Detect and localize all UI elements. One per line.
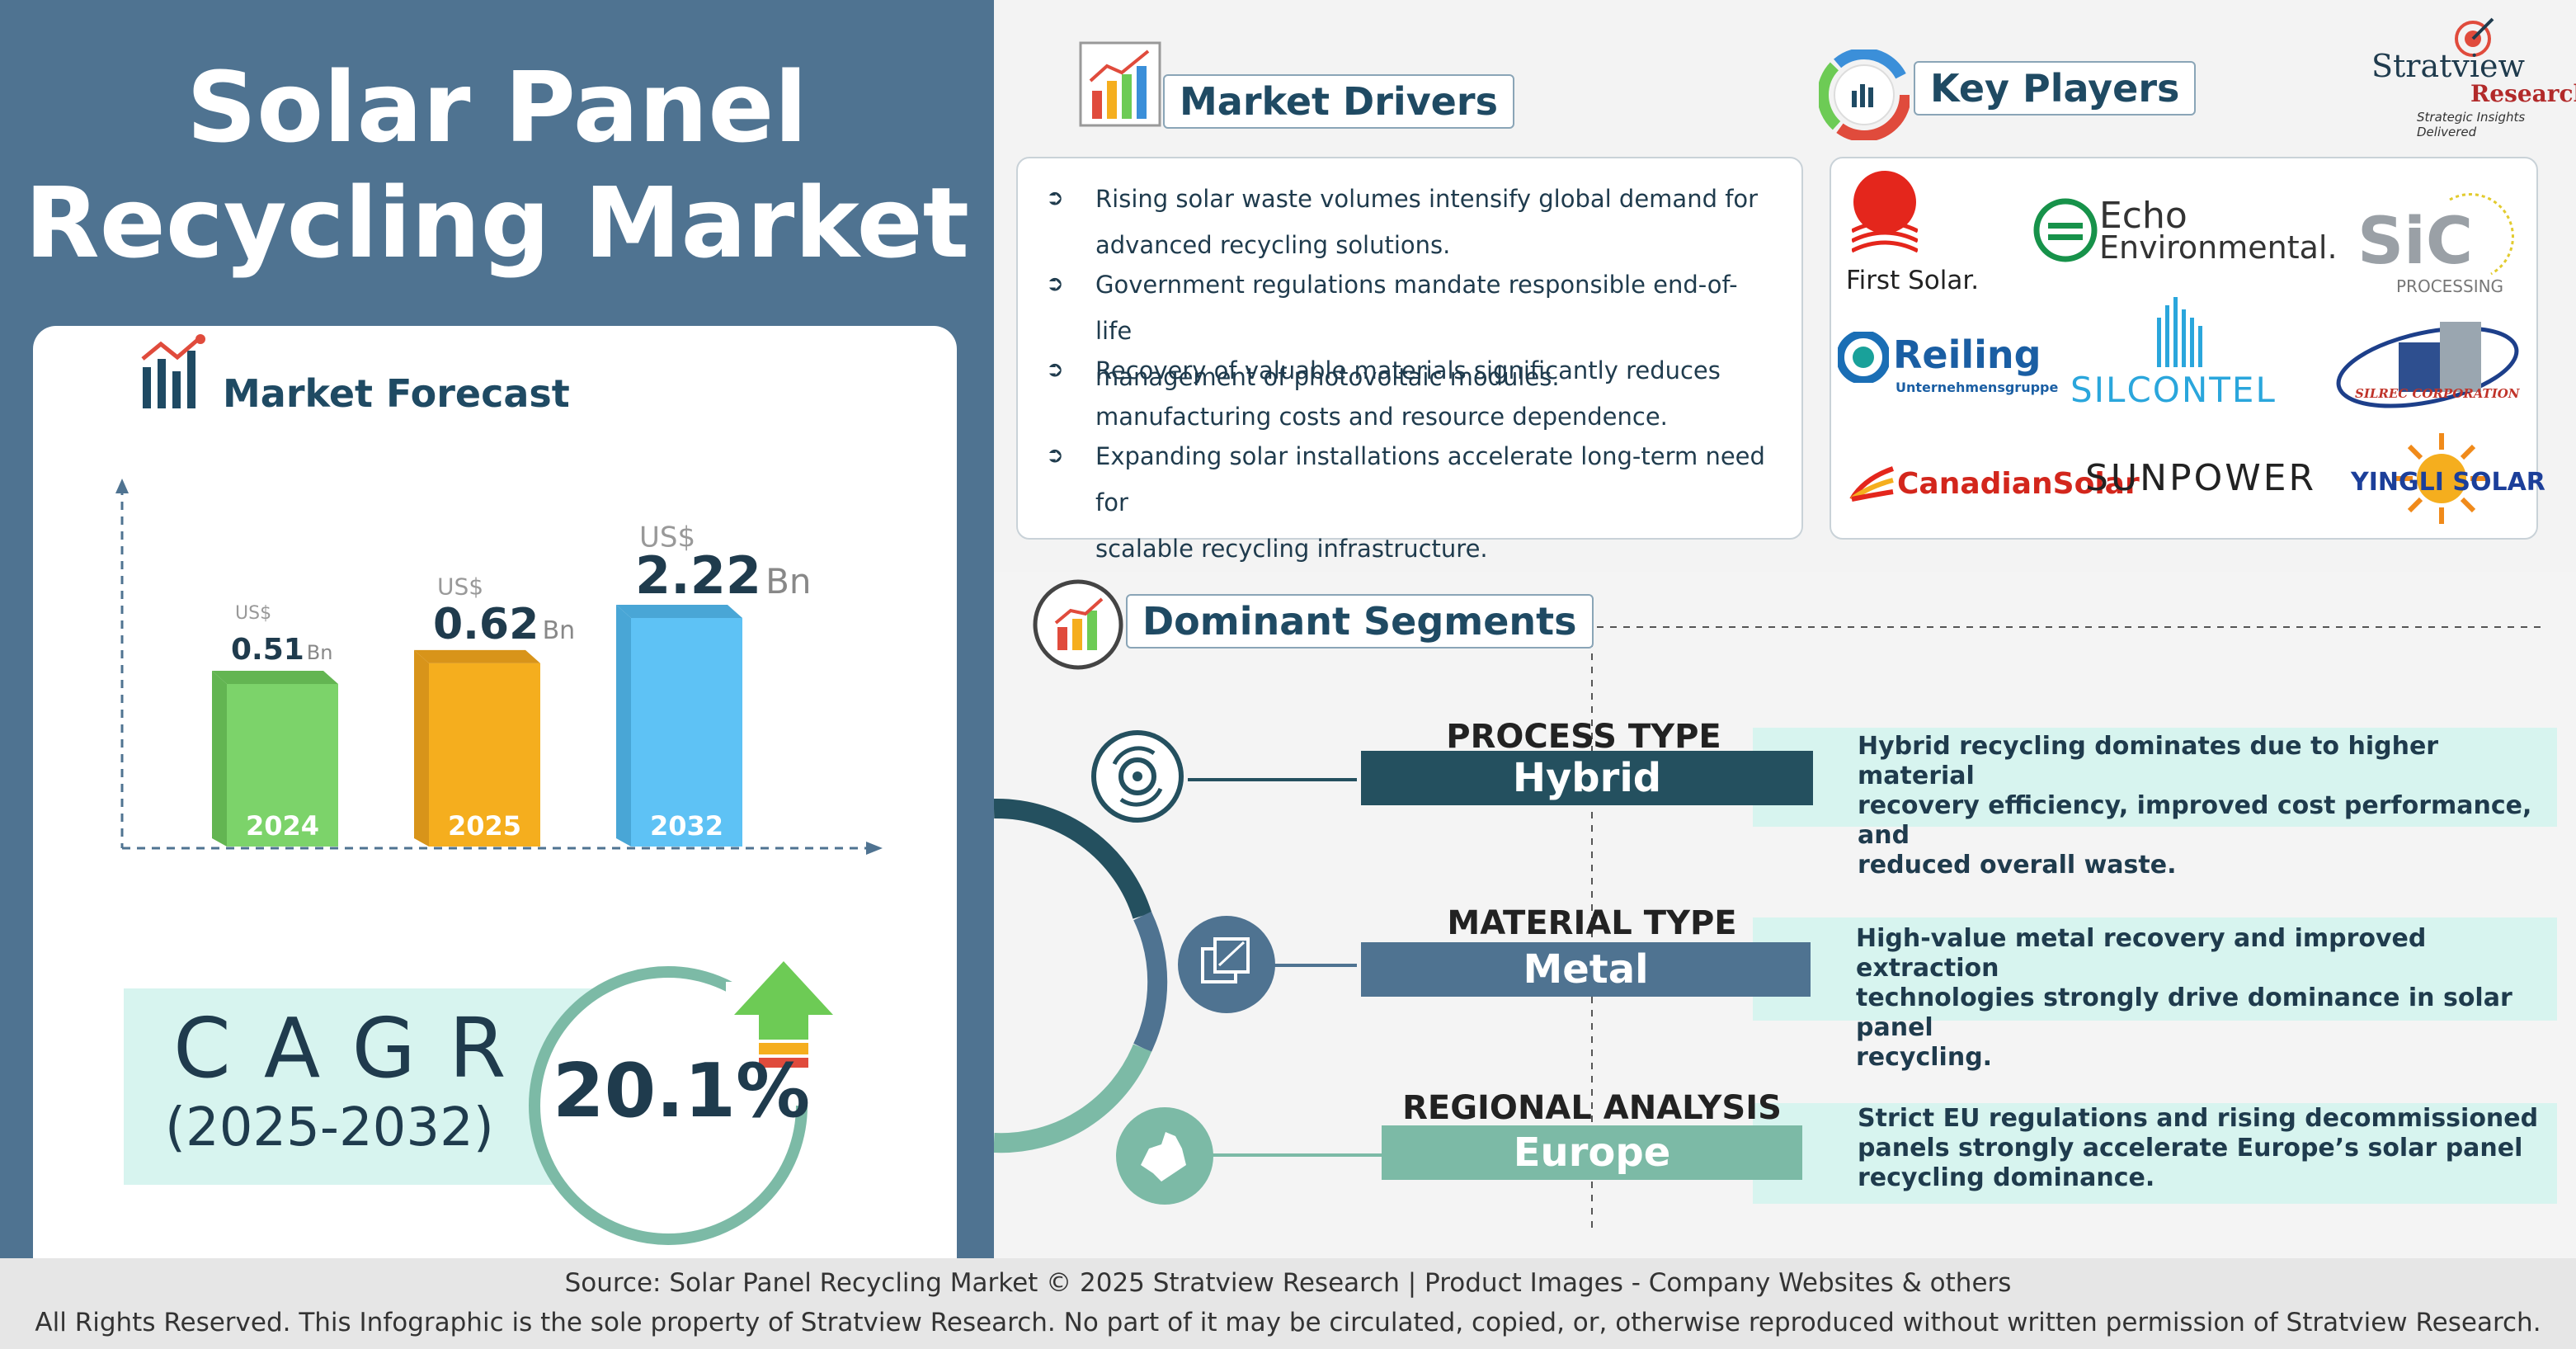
- bar-unit-label: Bn: [543, 616, 576, 645]
- segments-icon: [1033, 579, 1123, 670]
- cagr-label: CAGR: [173, 1000, 539, 1097]
- cagr-period: (2025-2032): [165, 1097, 494, 1158]
- europe-map-icon: [1116, 1107, 1213, 1205]
- cagr-ring: [529, 966, 833, 1245]
- brand-sub: Research: [2470, 80, 2576, 107]
- cagr-value: 20.1%: [553, 1048, 811, 1134]
- canadian-solar-logo: CanadianSolar: [1897, 467, 2140, 501]
- silrec-logo-icon: [2336, 322, 2519, 408]
- brand-logo-icon: [2455, 17, 2494, 57]
- driver-item: Rising solar waste volumes intensify glo…: [1095, 185, 1759, 259]
- title-line-2: Recycling Market: [24, 166, 970, 280]
- segment-category-3: REGIONAL ANALYSIS: [1402, 1089, 1782, 1127]
- footer-source: Source: Solar Panel Recycling Market © 2…: [564, 1268, 2012, 1298]
- silcontel-logo: SILCONTEL: [2070, 370, 2277, 410]
- metal-stack-icon: [1178, 916, 1275, 1013]
- recycle-gear-icon: [1091, 730, 1184, 823]
- segments-graphics: [994, 626, 2545, 1233]
- drivers-card: [1016, 157, 1803, 540]
- segment-desc-3: Strict EU regulations and rising decommi…: [1858, 1104, 2539, 1192]
- sic-swirl-icon: [2449, 193, 2514, 276]
- sunpower-logo: SUNPOWER: [2085, 457, 2317, 499]
- brand-name: Stratview: [2371, 48, 2526, 84]
- drivers-chart-icon: [1079, 41, 1161, 127]
- driver-item: Government regulations mandate responsib…: [1095, 271, 1738, 391]
- bullet-icon: ➲: [1046, 271, 1064, 296]
- driver-item: Expanding solar installations accelerate…: [1095, 442, 1765, 563]
- bar-year-label: 2025: [448, 810, 521, 842]
- y-axis-arrow: [115, 479, 129, 493]
- up-arrow-icon: [734, 961, 833, 1068]
- bullet-icon: ➲: [1046, 357, 1064, 382]
- reiling-logo: Reiling: [1893, 333, 2041, 377]
- segment-value-1: Hybrid: [1361, 751, 1813, 805]
- reiling-logo-icon: [1838, 332, 1889, 383]
- x-axis-arrow: [866, 842, 883, 855]
- brand-tagline: Strategic Insights Delivered: [2417, 110, 2526, 139]
- bar-unit-label: Bn: [765, 561, 811, 601]
- segment-desc-2: High-value metal recovery and improved e…: [1856, 924, 2512, 1072]
- echo-logo-line1: Echo: [2099, 195, 2187, 237]
- bar-currency-label: US$: [437, 573, 483, 600]
- segment-desc-1: Hybrid recycling dominates due to higher…: [1858, 732, 2532, 880]
- yingli-sun-icon: [2396, 433, 2487, 524]
- players-pie-icon: [1819, 50, 1910, 140]
- bar-value-label: 0.51: [231, 633, 304, 667]
- segment-category-1: PROCESS TYPE: [1446, 718, 1721, 756]
- footer: [0, 1258, 2576, 1349]
- segment-value-3: Europe: [1382, 1125, 1802, 1180]
- title-line-1: Solar Panel: [186, 50, 808, 164]
- segments-title: Dominant Segments: [1126, 594, 1594, 649]
- drivers-title: Market Drivers: [1163, 74, 1514, 129]
- bar-year-label: 2024: [246, 810, 319, 842]
- reiling-logo-sub: Unternehmensgruppe: [1896, 380, 2059, 395]
- bar-value-label: 0.62: [433, 600, 539, 649]
- players-title: Key Players: [1914, 61, 2197, 116]
- bar-year-label: 2032: [650, 810, 723, 842]
- bullet-icon: ➲: [1046, 186, 1064, 210]
- silrec-logo: SILREC CORPORATION: [2355, 386, 2520, 401]
- segment-desc-box-1: [1753, 728, 2557, 827]
- forecast-bar-2032: 2032 US$2.22 Bn: [616, 521, 812, 847]
- forecast-bar-2025: 2025 US$0.62 Bn: [414, 573, 575, 847]
- driver-item: Recovery of valuable materials significa…: [1095, 356, 1721, 431]
- bar-currency-label: US$: [639, 521, 695, 554]
- footer-rights: All Rights Reserved. This Infographic is…: [35, 1308, 2541, 1337]
- bar-chart-icon: [141, 334, 205, 408]
- first-solar-logo-icon: [1852, 171, 1918, 253]
- first-solar-logo: First Solar.: [1846, 266, 1980, 295]
- bullet-icon: ➲: [1046, 443, 1064, 468]
- forecast-bar-2024: 2024 US$ 0.51 Bn: [212, 603, 338, 847]
- sic-logo-sub: PROCESSING: [2396, 276, 2504, 296]
- echo-logo-icon: [2033, 198, 2098, 262]
- forecast-title: Market Forecast: [223, 371, 570, 416]
- bar-value-label: 2.22: [635, 545, 761, 606]
- segment-value-2: Metal: [1361, 942, 1811, 997]
- segment-category-2: MATERIAL TYPE: [1447, 904, 1737, 942]
- page-title: Solar Panel Recycling Market: [0, 50, 994, 281]
- silcontel-logo-icon: [2157, 297, 2202, 367]
- segment-desc-box-2: [1753, 917, 2557, 1021]
- canadian-solar-icon: [1849, 466, 1894, 502]
- sic-logo: SiC: [2357, 205, 2474, 279]
- bar-currency-label: US$: [235, 603, 271, 624]
- yingli-logo: YINGLI SOLAR: [2351, 468, 2545, 497]
- segment-desc-box-3: [1753, 1103, 2557, 1204]
- bar-unit-label: Bn: [307, 641, 333, 664]
- echo-logo-line2: Environmental.: [2099, 229, 2338, 266]
